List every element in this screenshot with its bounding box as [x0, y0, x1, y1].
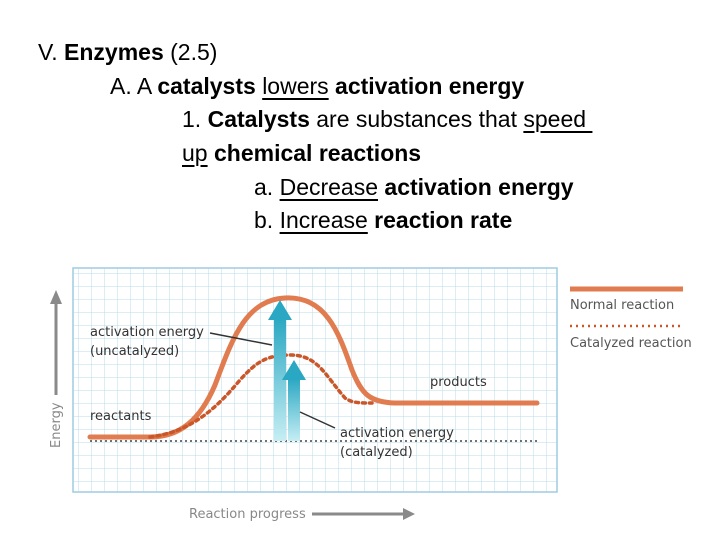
l5-prefix: a.: [254, 174, 280, 200]
l6-prefix: b.: [254, 207, 280, 233]
normal-reaction-curve: [87, 295, 540, 440]
legend-normal-label: Normal reaction: [570, 298, 674, 313]
l5-bold: activation energy: [378, 174, 574, 200]
pointer-uncatalyzed: [209, 332, 273, 346]
l3-under: speed: [523, 106, 593, 132]
outline-line-4: up chemical reactions: [182, 138, 421, 168]
label-products: products: [430, 375, 487, 390]
catalyzed-arrow-head: [282, 360, 306, 380]
label-activation-uncatalyzed-1: activation energy: [90, 325, 204, 340]
l1-bold: Enzymes: [64, 39, 164, 65]
outline-line-5: a. Decrease activation energy: [254, 172, 574, 202]
label-activation-uncatalyzed-2: (uncatalyzed): [90, 344, 179, 359]
l3-bold: Catalysts: [207, 106, 310, 132]
l4-bold: chemical reactions: [207, 140, 422, 166]
l3-mid: are substances that: [309, 106, 524, 132]
l6-bold: reaction rate: [367, 207, 513, 233]
l2-bold2: activation energy: [328, 73, 525, 99]
y-axis-arrowhead: [50, 290, 62, 304]
l1-suffix: (2.5): [163, 39, 218, 65]
l3-prefix: 1.: [182, 106, 208, 132]
l5-under: Decrease: [279, 174, 379, 200]
l2-under: lowers: [262, 73, 329, 99]
catalyzed-reaction-curve: [148, 353, 374, 439]
label-activation-catalyzed-2: (catalyzed): [340, 445, 413, 460]
x-axis-arrowhead: [403, 508, 415, 520]
uncatalyzed-arrow-head: [268, 300, 292, 320]
legend-catalyzed-label: Catalyzed reaction: [570, 336, 692, 351]
catalyzed-arrow-shaft: [288, 378, 300, 441]
l2-bold1: catalysts: [157, 73, 256, 99]
pointer-catalyzed: [299, 411, 336, 429]
outline-line-3: 1. Catalysts are substances that speed: [182, 104, 592, 134]
l2-prefix: A. A: [110, 73, 158, 99]
outline-line-1: V. Enzymes (2.5): [38, 37, 217, 67]
label-activation-catalyzed-1: activation energy: [340, 426, 454, 441]
outline-line-6: b. Increase reaction rate: [254, 205, 512, 235]
y-axis-label: Energy: [49, 402, 64, 448]
outline-line-2: A. A catalysts lowers activation energy: [110, 71, 524, 101]
l1-prefix: V.: [38, 39, 65, 65]
x-axis-label: Reaction progress: [189, 507, 306, 522]
uncatalyzed-arrow-shaft: [274, 318, 286, 441]
l4-under: up: [182, 140, 208, 166]
l6-under: Increase: [279, 207, 368, 233]
label-reactants: reactants: [90, 409, 152, 424]
